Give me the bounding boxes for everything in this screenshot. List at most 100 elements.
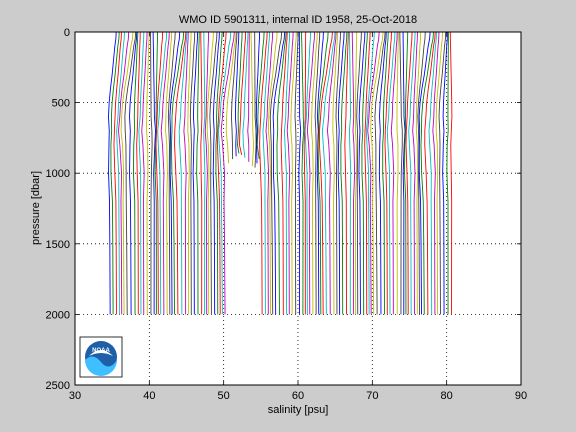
- profile-line: [327, 31, 337, 315]
- profile-line: [432, 31, 440, 315]
- profile-line: [108, 31, 117, 315]
- profile-line: [203, 31, 206, 315]
- profile-line: [116, 31, 125, 315]
- y-tick-label: 0: [64, 27, 70, 39]
- y-tick-label: 2500: [46, 380, 70, 392]
- profile-line: [314, 31, 321, 315]
- profile-line: [364, 31, 371, 315]
- profile-line: [200, 31, 203, 315]
- profile-line: [110, 31, 120, 315]
- x-tick-label: 40: [143, 390, 155, 402]
- ticks: [74, 31, 522, 386]
- profile-line: [449, 31, 453, 315]
- profile-line: [428, 31, 437, 315]
- profile-line: [155, 31, 164, 315]
- x-tick-label: 50: [218, 390, 230, 402]
- profile-line: [170, 31, 185, 315]
- profile-line: [321, 31, 336, 315]
- y-axis-label: pressure [dbar]: [30, 171, 42, 245]
- profile-line: [217, 31, 227, 315]
- profile-line: [319, 31, 333, 315]
- profile-line: [405, 31, 413, 315]
- noaa-logo-wave: [85, 356, 117, 376]
- profile-line: [141, 31, 148, 315]
- x-tick-label: 60: [292, 390, 304, 402]
- profile-line: [169, 31, 181, 315]
- profile-line: [187, 31, 192, 315]
- profile-line: [267, 31, 278, 315]
- profile-line: [120, 31, 134, 315]
- profile-line: [311, 31, 318, 315]
- profile-line: [316, 31, 324, 315]
- x-tick-label: 80: [441, 390, 453, 402]
- profile-line: [358, 31, 366, 315]
- profile-line: [365, 31, 375, 315]
- x-tick-label: 70: [366, 390, 378, 402]
- profile-line: [348, 31, 352, 315]
- profile-line: [113, 31, 122, 315]
- profile-line: [237, 31, 243, 154]
- profile-line: [225, 31, 237, 164]
- profile-line: [298, 31, 302, 315]
- profile-line: [438, 31, 447, 315]
- profile-line: [412, 31, 418, 315]
- y-tick-label: 1000: [46, 168, 70, 180]
- profile-line: [136, 31, 141, 315]
- profile-line: [303, 31, 307, 315]
- profile-line: [146, 31, 150, 315]
- profile-line: [189, 31, 196, 315]
- profile-line: [204, 31, 209, 315]
- profile-line: [269, 31, 283, 315]
- profile-line: [215, 31, 223, 315]
- profile-line: [167, 31, 176, 315]
- profile-line: [402, 31, 406, 315]
- profile-line: [354, 31, 358, 315]
- profile-line: [374, 31, 386, 315]
- y-tick-label: 500: [52, 98, 70, 110]
- profile-line: [250, 31, 255, 167]
- y-tick-labels: 0 500 1000 1500 2000 2500: [46, 27, 70, 392]
- profile-line: [259, 31, 268, 315]
- profile-line: [272, 31, 286, 315]
- profile-line: [157, 31, 168, 315]
- y-tick-label: 2000: [46, 309, 70, 321]
- x-tick-label: 90: [515, 390, 527, 402]
- profile-line: [384, 31, 392, 315]
- profile-line: [239, 31, 247, 155]
- profile-line: [276, 31, 287, 315]
- profile-line: [399, 31, 403, 315]
- profile-line: [424, 31, 436, 315]
- profile-line: [367, 31, 380, 315]
- x-tick-label: 30: [69, 390, 81, 402]
- profile-line: [340, 31, 348, 315]
- profile-line: [174, 31, 187, 315]
- profile-line: [256, 31, 265, 160]
- profile-line: [254, 31, 257, 168]
- profile-line: [335, 31, 341, 315]
- profile-line: [337, 31, 345, 315]
- profile-line: [370, 31, 384, 315]
- profile-line: [435, 31, 443, 315]
- noaa-logo-text: NOAA: [92, 348, 110, 354]
- profile-line: [332, 31, 339, 315]
- x-axis-label: salinity [psu]: [268, 404, 329, 416]
- profile-line: [152, 31, 156, 315]
- profile-line: [192, 31, 199, 315]
- profile-line: [124, 31, 137, 315]
- profiles: [108, 31, 453, 315]
- profile-line: [446, 31, 449, 315]
- profile-line: [218, 31, 232, 315]
- profile-line: [212, 31, 220, 315]
- profile-line: [209, 31, 218, 315]
- profile-line: [306, 31, 316, 315]
- profile-line: [234, 31, 240, 157]
- profile-line: [442, 31, 448, 315]
- profile-line: [129, 31, 138, 315]
- profile-line: [133, 31, 139, 315]
- profile-line: [361, 31, 368, 315]
- profile-line: [396, 31, 399, 315]
- profile-line: [344, 31, 349, 315]
- profile-line: [165, 31, 173, 315]
